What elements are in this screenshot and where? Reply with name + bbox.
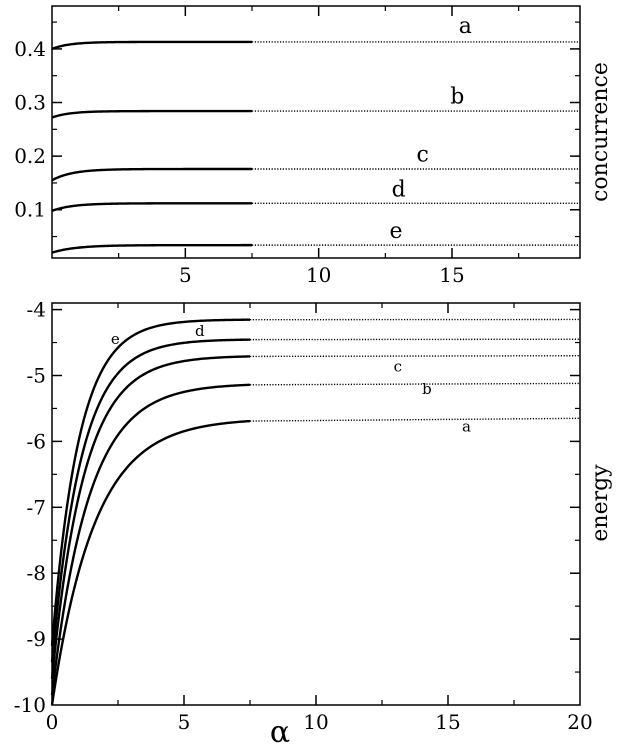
energy-curve-e <box>50 318 251 646</box>
energy-xtick-label: 10 <box>303 710 328 734</box>
energy-curve-b-dotted <box>249 382 581 386</box>
energy-ytick-label: -6 <box>27 429 46 453</box>
concurrence-panel: 5 10 15 0.1 0.2 0.3 0.4 a b cde concurrence <box>14 5 613 287</box>
concurrence-curve-d <box>51 202 252 212</box>
concurrence-label-e: e <box>389 219 402 244</box>
concurrence-curve-b <box>51 109 252 119</box>
concurrence-curve-e <box>51 243 252 254</box>
energy-label-a: a <box>462 418 471 436</box>
concurrence-plot-frame <box>51 5 581 259</box>
energy-curve-a <box>50 419 251 706</box>
energy-panel: 0 5 10 15 20 -10 -9 -8 -7 -6 -5 -4 a b c d e energy α <box>14 298 613 747</box>
concurrence-label-c: c <box>417 142 429 167</box>
concurrence-xtick-label: 15 <box>439 263 464 287</box>
energy-ytick-label: -7 <box>27 495 46 519</box>
energy-xtick-label: 0 <box>46 710 59 734</box>
concurrence-xtick-label: 5 <box>179 263 192 287</box>
concurrence-curve-a <box>51 40 252 51</box>
energy-curve-c-dotted <box>249 355 581 358</box>
concurrence-ylabel: concurrence <box>588 62 613 202</box>
energy-label-b: b <box>422 380 432 398</box>
energy-xtick-label: 5 <box>178 710 191 734</box>
energy-curve-d <box>50 338 251 663</box>
energy-ytick-label: -8 <box>27 561 46 585</box>
energy-ytick-label: -10 <box>14 693 46 717</box>
energy-xtick-label: 20 <box>567 710 592 734</box>
energy-curve-a-dotted <box>249 417 581 422</box>
concurrence-label-a: a <box>459 14 472 39</box>
concurrence-ytick-label: 0.2 <box>14 144 46 168</box>
energy-ytick-label: -5 <box>27 363 46 387</box>
concurrence-label-d: d <box>392 177 406 202</box>
concurrence-ytick-label: 0.3 <box>14 91 46 115</box>
energy-curve-b <box>50 383 251 696</box>
concurrence-label-b: b <box>450 85 464 110</box>
concurrence-ytick-label: 0.4 <box>14 37 46 61</box>
energy-ylabel: energy <box>588 464 613 542</box>
energy-label-d: d <box>195 322 205 340</box>
alpha-xlabel: α <box>270 715 290 747</box>
concurrence-xtick-label: 10 <box>306 263 331 287</box>
energy-label-c: c <box>394 358 402 376</box>
energy-ytick-label: -9 <box>27 627 46 651</box>
energy-xtick-label: 15 <box>435 710 460 734</box>
concurrence-curve-c <box>51 167 252 182</box>
energy-label-e: e <box>111 330 120 348</box>
energy-ytick-label: -4 <box>27 298 46 322</box>
energy-curve-c <box>50 355 251 679</box>
concurrence-ytick-label: 0.1 <box>14 198 46 222</box>
